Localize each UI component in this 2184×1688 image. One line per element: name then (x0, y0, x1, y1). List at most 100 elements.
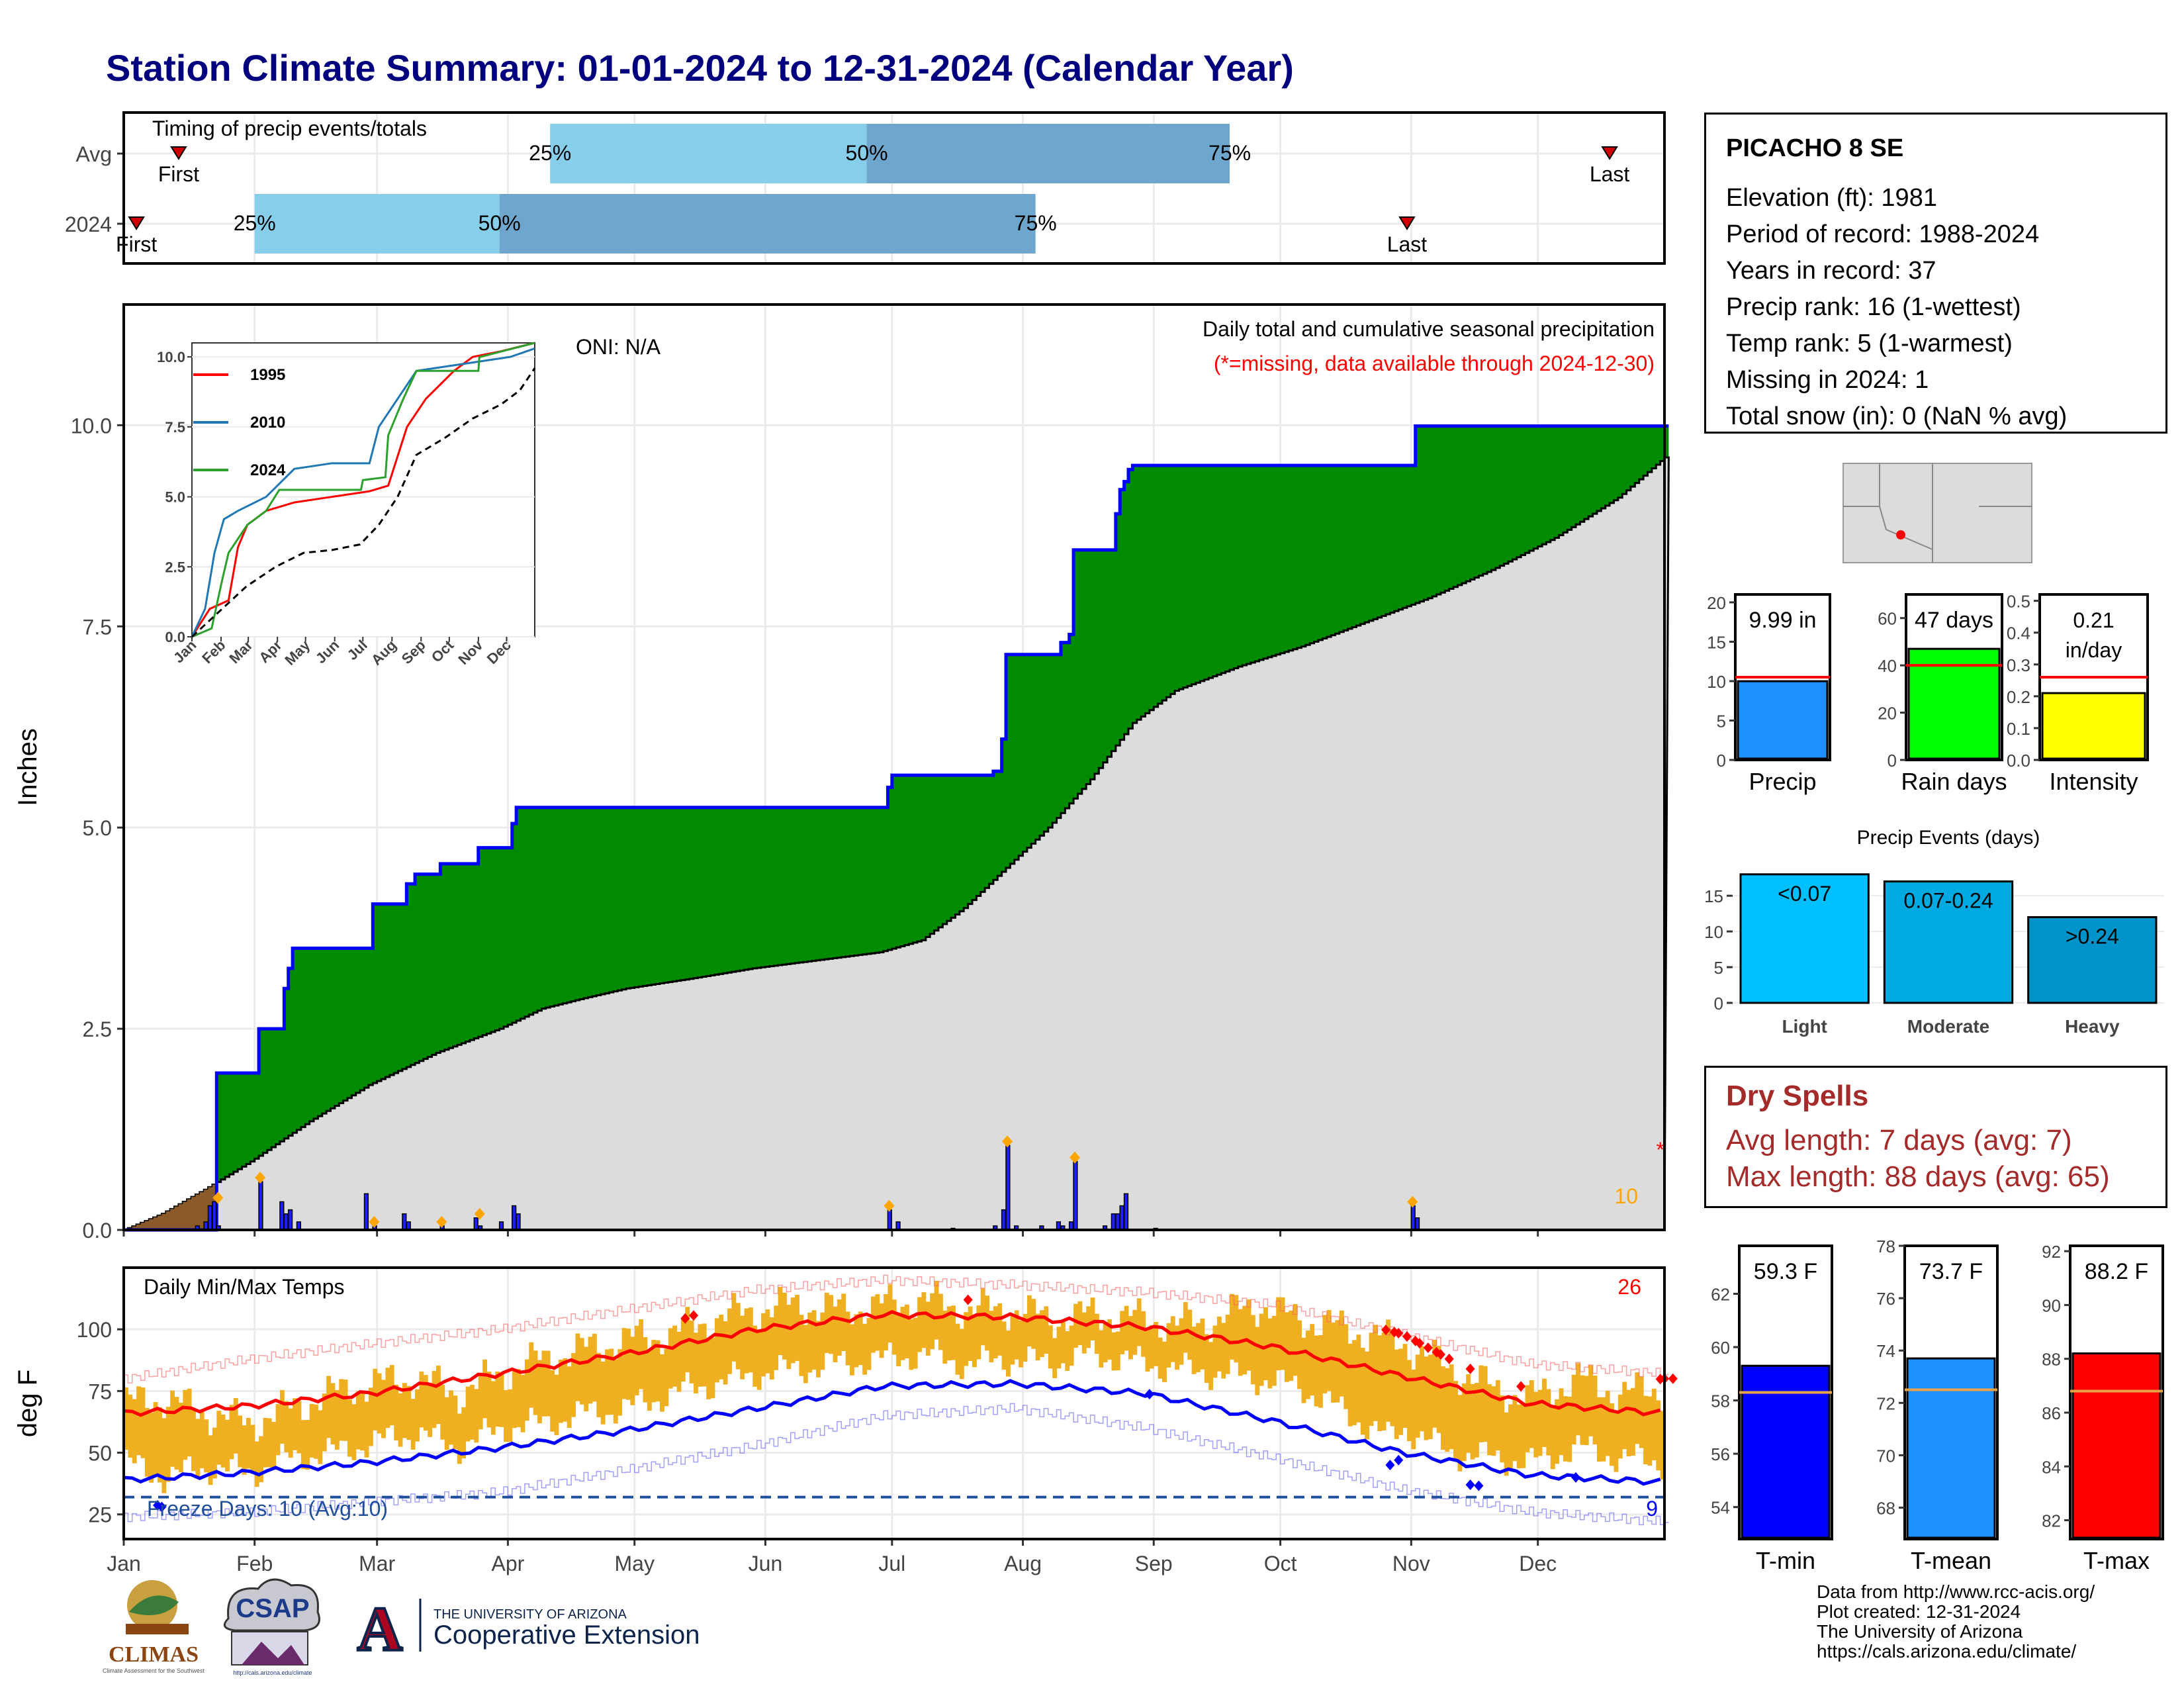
precip-events-bar-label: >0.24 (2066, 925, 2119, 949)
temp-daily-range-bar (740, 1315, 745, 1380)
temp-daily-range-bar (364, 1401, 369, 1458)
temp-daily-range-bar (1001, 1321, 1007, 1370)
tmin-total-y-tick-label: 58 (1711, 1391, 1730, 1411)
temp-daily-range-bar (212, 1427, 217, 1479)
temp-daily-range-bar (1542, 1378, 1547, 1447)
temp-daily-range-bar (128, 1394, 133, 1458)
station-period: Period of record: 1988-2024 (1726, 220, 2040, 248)
temp-daily-range-bar (1166, 1323, 1171, 1368)
temp-daily-range-bar (664, 1348, 669, 1407)
temp-daily-range-bar (1614, 1411, 1619, 1472)
temp-daily-range-bar (1111, 1332, 1116, 1371)
temp-daily-range-bar (1630, 1387, 1635, 1456)
temp-daily-range-bar (680, 1319, 686, 1382)
temp-daily-range-bar (461, 1407, 467, 1459)
footer-line: https://cals.arizona.edu/climate/ (1817, 1641, 2077, 1662)
station-info-box: PICACHO 8 SE Elevation (ft): 1981 Period… (1704, 113, 2167, 434)
timing-first-marker-icon (170, 146, 187, 160)
temp-daily-range-bar (1318, 1335, 1323, 1408)
intensity-value-unit: in/day (2066, 638, 2122, 662)
avg-tmin-line (123, 1379, 1661, 1486)
precip-daily-bar (516, 1213, 521, 1231)
temp-daily-range-bar (187, 1388, 192, 1457)
precip-y-axis-label: Inches (13, 728, 42, 806)
temp-daily-range-bar (296, 1401, 302, 1454)
temp-daily-range-bar (625, 1329, 631, 1400)
temp-daily-range-bar (1267, 1318, 1273, 1389)
timing-bar-q25-q50 (254, 194, 500, 254)
temp-daily-range-bar (904, 1304, 909, 1358)
record-high-marker-icon (1516, 1381, 1526, 1392)
temp-daily-range-bar (799, 1315, 804, 1376)
temp-daily-range-bar (449, 1390, 453, 1445)
temp-daily-range-bar (1246, 1299, 1251, 1371)
temp-daily-range-bar (1293, 1303, 1298, 1376)
temp-daily-range-bar (579, 1338, 584, 1405)
precip-daily-bar (1410, 1205, 1416, 1231)
precip-daily-bar (1073, 1160, 1078, 1231)
temp-daily-range-bar (1424, 1356, 1429, 1440)
temp-daily-range-bar (1158, 1337, 1163, 1379)
locator-map-icon (1843, 463, 2032, 563)
temp-daily-range-bar (499, 1372, 504, 1427)
precip-daily-bar (1001, 1209, 1007, 1231)
precip-y-tick-label: 5.0 (83, 816, 112, 840)
temp-daily-range-bar (1060, 1321, 1066, 1364)
temp-daily-range-bar (563, 1358, 568, 1422)
precip-event-marker-icon (1069, 1151, 1081, 1164)
climas-text: CLIMAS (109, 1642, 199, 1667)
temp-daily-range-bar (246, 1418, 251, 1469)
temps-x-tick-label: Oct (1264, 1552, 1297, 1575)
temp-daily-range-bar (1656, 1400, 1661, 1471)
logo-strip: CLIMAS Climate Assessment for the Southw… (99, 1572, 761, 1681)
temps-x-tick-label: Jun (749, 1552, 783, 1575)
temp-daily-range-bar (1339, 1310, 1344, 1397)
precip-daily-bar (1111, 1213, 1116, 1231)
temp-daily-range-bar (605, 1349, 610, 1415)
temp-daily-range-bar (1596, 1397, 1602, 1462)
temp-daily-range-bar (1048, 1325, 1053, 1369)
temp-daily-range-bar (672, 1325, 678, 1387)
tmax-total-value-label: 88.2 F (2085, 1259, 2148, 1284)
temp-daily-range-bar (1170, 1316, 1175, 1362)
temp-daily-range-bar (1479, 1365, 1484, 1442)
precip-events-y-tick-label: 5 (1714, 958, 1723, 978)
precip-total-label: Precip (1749, 768, 1816, 795)
precip-event-marker-icon (1002, 1135, 1013, 1148)
temps-x-tick-label: Jan (107, 1552, 141, 1575)
temp-daily-range-bar (140, 1387, 146, 1458)
temp-daily-range-bar (1081, 1312, 1087, 1354)
temp-daily-range-bar (714, 1318, 719, 1383)
temp-daily-range-bar (735, 1303, 741, 1370)
temp-daily-range-bar (968, 1306, 973, 1361)
temp-daily-range-bar (651, 1340, 657, 1403)
temp-daily-range-bar (955, 1323, 960, 1375)
temp-daily-range-bar (428, 1382, 433, 1437)
precip-event-marker-icon (884, 1199, 895, 1212)
station-name: PICACHO 8 SE (1726, 134, 1904, 162)
temp-daily-range-bar (596, 1352, 602, 1417)
temp-daily-range-bar (229, 1405, 234, 1460)
temp-daily-range-bar (1280, 1297, 1285, 1370)
temp-daily-range-bar (204, 1419, 209, 1473)
temp-daily-range-bar (731, 1293, 737, 1362)
timing-last-marker-icon (1601, 146, 1618, 160)
rain-days-y-tick-label: 40 (1878, 656, 1897, 676)
timing-panel-border (122, 111, 1666, 265)
station-snow: Total snow (in): 0 (NaN % avg) (1726, 402, 2068, 430)
temp-daily-range-bar (490, 1381, 496, 1435)
temp-daily-range-bar (381, 1380, 386, 1438)
station-elevation: Elevation (ft): 1981 (1726, 184, 1937, 212)
tmean-total-bar (1906, 1357, 1996, 1539)
tmean-total-value-label: 73.7 F (1919, 1259, 1983, 1284)
inset-y-tick-label: 10.0 (157, 349, 185, 365)
precip-daily-bar (1123, 1193, 1129, 1231)
record-low-marker-icon (157, 1501, 167, 1513)
rain-days-label: Rain days (1901, 768, 2007, 795)
temp-daily-range-bar (1516, 1404, 1522, 1469)
precip-title: Daily total and cumulative seasonal prec… (1203, 317, 1655, 341)
temp-daily-range-bar (964, 1312, 969, 1366)
intensity-label: Intensity (2049, 768, 2138, 795)
tmax-total-y-tick-label: 92 (2042, 1242, 2061, 1262)
inset-series-line-2010 (191, 348, 535, 637)
